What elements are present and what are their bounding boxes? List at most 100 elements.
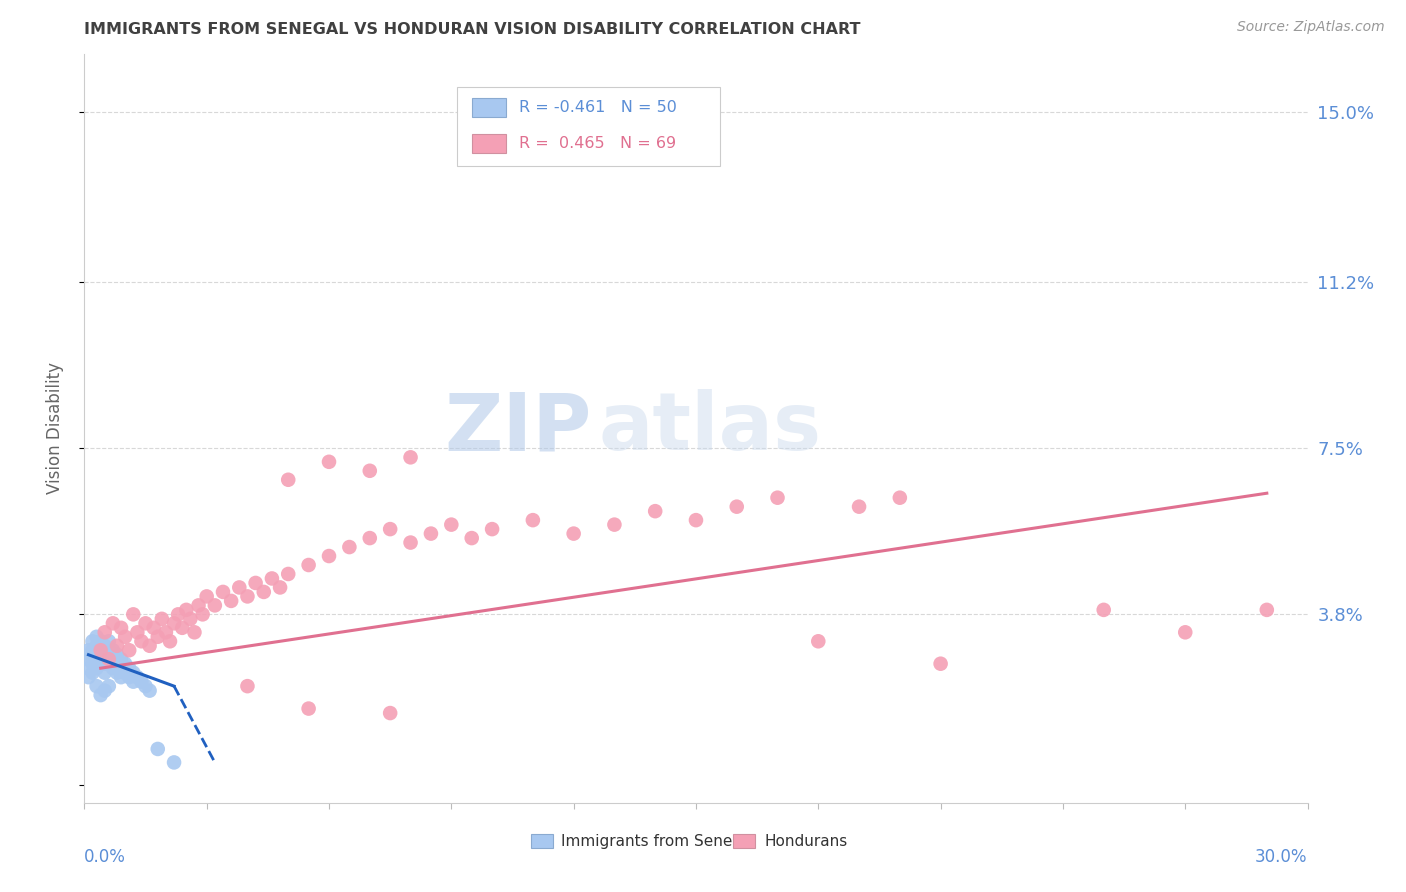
Point	[86, 657, 108, 671]
Point	[146, 742, 169, 756]
Point	[93, 648, 115, 662]
Point	[318, 455, 340, 469]
Point	[86, 639, 108, 653]
Point	[522, 513, 544, 527]
Text: Source: ZipAtlas.com: Source: ZipAtlas.com	[1237, 20, 1385, 34]
Point	[93, 639, 115, 653]
Point	[127, 625, 149, 640]
Point	[142, 621, 165, 635]
Point	[461, 531, 484, 545]
Text: atlas: atlas	[598, 389, 821, 467]
Point	[97, 652, 120, 666]
Point	[110, 661, 132, 675]
Point	[1092, 603, 1115, 617]
Text: R =  0.465   N = 69: R = 0.465 N = 69	[519, 136, 676, 151]
Point	[114, 665, 136, 680]
Point	[399, 450, 422, 465]
Bar	[472, 134, 506, 153]
Point	[440, 517, 463, 532]
Point	[1256, 603, 1278, 617]
Point	[82, 652, 104, 666]
Point	[228, 581, 250, 595]
Point	[122, 607, 145, 622]
Point	[155, 625, 177, 640]
Point	[380, 522, 402, 536]
Text: IMMIGRANTS FROM SENEGAL VS HONDURAN VISION DISABILITY CORRELATION CHART: IMMIGRANTS FROM SENEGAL VS HONDURAN VISI…	[84, 22, 860, 37]
Point	[114, 630, 136, 644]
Point	[150, 612, 173, 626]
Point	[101, 652, 124, 666]
Point	[90, 634, 112, 648]
Point	[105, 639, 128, 653]
Point	[86, 648, 108, 662]
Point	[183, 625, 205, 640]
Text: R = -0.461   N = 50: R = -0.461 N = 50	[519, 100, 676, 115]
Point	[1174, 625, 1197, 640]
Point	[685, 513, 707, 527]
Point	[236, 590, 259, 604]
Point	[77, 652, 100, 666]
Point	[167, 607, 190, 622]
Point	[269, 581, 291, 595]
Point	[118, 670, 141, 684]
Point	[562, 526, 585, 541]
Point	[179, 612, 201, 626]
Point	[359, 531, 381, 545]
Point	[212, 585, 235, 599]
Point	[318, 549, 340, 563]
Bar	[733, 834, 755, 847]
Point	[93, 657, 115, 671]
Point	[146, 630, 169, 644]
Point	[127, 670, 149, 684]
Point	[77, 643, 100, 657]
Text: 0.0%: 0.0%	[84, 847, 127, 866]
Text: Immigrants from Senegal: Immigrants from Senegal	[561, 833, 756, 848]
Point	[603, 517, 626, 532]
Text: ZIP: ZIP	[444, 389, 592, 467]
Point	[93, 665, 115, 680]
Point	[97, 643, 120, 657]
Point	[90, 652, 112, 666]
Point	[90, 643, 112, 657]
Point	[131, 634, 153, 648]
Point	[101, 616, 124, 631]
Point	[187, 599, 209, 613]
Point	[90, 657, 112, 671]
Point	[105, 657, 128, 671]
Point	[191, 607, 214, 622]
Point	[82, 643, 104, 657]
Point	[298, 701, 321, 715]
Bar	[472, 98, 506, 117]
Point	[114, 657, 136, 671]
Point	[118, 661, 141, 675]
Point	[380, 706, 402, 720]
Point	[277, 566, 299, 581]
Point	[110, 652, 132, 666]
Point	[260, 572, 283, 586]
FancyBboxPatch shape	[457, 87, 720, 166]
Point	[298, 558, 321, 572]
Point	[93, 625, 115, 640]
Point	[90, 643, 112, 657]
Text: 30.0%: 30.0%	[1256, 847, 1308, 866]
Point	[97, 634, 120, 648]
Point	[929, 657, 952, 671]
Point	[848, 500, 870, 514]
Point	[644, 504, 666, 518]
Point	[82, 657, 104, 671]
Point	[97, 652, 120, 666]
Point	[97, 679, 120, 693]
Point	[138, 683, 160, 698]
Point	[219, 594, 242, 608]
Point	[138, 639, 160, 653]
Point	[122, 674, 145, 689]
Point	[399, 535, 422, 549]
Point	[204, 599, 226, 613]
Point	[359, 464, 381, 478]
Point	[105, 648, 128, 662]
Point	[82, 634, 104, 648]
Point	[807, 634, 830, 648]
Point	[135, 616, 157, 631]
Point	[82, 665, 104, 680]
Point	[163, 756, 186, 770]
